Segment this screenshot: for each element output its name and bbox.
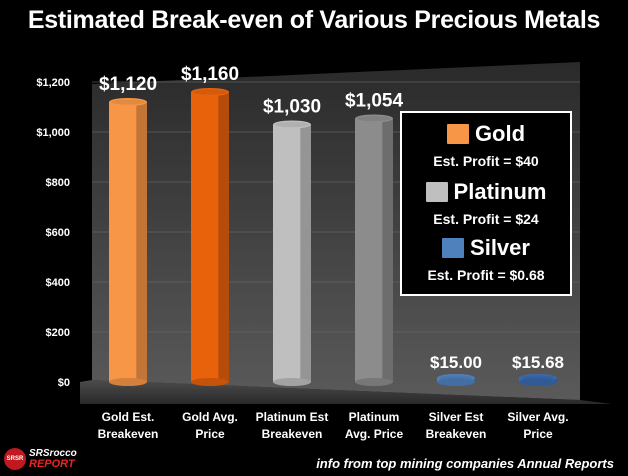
x-tick-label: Price xyxy=(195,427,225,441)
bar-base xyxy=(519,378,557,386)
y-tick-label: $600 xyxy=(46,227,70,239)
x-tick-label: Silver Avg. xyxy=(507,410,568,424)
y-tick-label: $200 xyxy=(46,327,70,339)
x-tick-label: Breakeven xyxy=(426,427,487,441)
legend-profit-gold: Est. Profit = $40 xyxy=(433,153,539,169)
data-label: $1,054 xyxy=(345,91,404,112)
data-label: $1,030 xyxy=(263,97,321,118)
legend-swatch-platinum xyxy=(425,182,448,202)
y-tick-label: $1,200 xyxy=(36,77,70,89)
bar-shade xyxy=(300,124,311,382)
source-note: info from top mining companies Annual Re… xyxy=(316,456,614,471)
bar-shade xyxy=(382,118,393,382)
y-tick-label: $800 xyxy=(46,177,70,189)
x-tick-label: Silver Est xyxy=(429,410,484,424)
logo-text-top: SRSrocco xyxy=(29,448,77,459)
legend-label-silver: Silver xyxy=(470,235,530,260)
bar-top-inner xyxy=(193,89,227,95)
legend-label-gold: Gold xyxy=(474,121,526,146)
x-tick-label: Breakeven xyxy=(98,427,159,441)
x-tick-label: Gold Avg. xyxy=(182,410,238,424)
logo-text-bottom: REPORT xyxy=(29,458,75,470)
data-label: $1,120 xyxy=(99,74,157,95)
legend-label-platinum: Platinum xyxy=(453,179,547,204)
bar-top-inner xyxy=(357,115,391,122)
logo-seal: SRSR xyxy=(4,448,26,470)
chart-title: Estimated Break-even of Various Precious… xyxy=(27,6,601,34)
bar-base xyxy=(437,378,475,386)
y-tick-label: $1,000 xyxy=(36,127,70,139)
bar-base xyxy=(109,378,147,386)
data-label: $1,160 xyxy=(181,64,239,85)
bar-top-inner xyxy=(111,99,145,105)
bar-base xyxy=(191,378,229,386)
x-tick-label: Platinum xyxy=(349,410,400,424)
bar-shade xyxy=(218,92,229,382)
bar-shade xyxy=(136,102,147,382)
legend-profit-platinum: Est. Profit = $24 xyxy=(433,211,539,227)
bar-top-inner xyxy=(275,121,309,128)
legend-swatch-silver xyxy=(442,238,465,258)
y-tick-label: $0 xyxy=(58,377,70,389)
bar-base xyxy=(355,378,393,386)
data-label: $15.68 xyxy=(512,353,564,372)
x-tick-label: Platinum Est xyxy=(256,410,329,424)
x-tick-label: Avg. Price xyxy=(345,427,404,441)
x-tick-label: Gold Est. xyxy=(102,410,155,424)
legend-item-silver: Silver xyxy=(402,235,570,261)
srsrocco-logo: SRSR SRSrocco REPORT xyxy=(4,446,77,472)
x-tick-label: Breakeven xyxy=(262,427,323,441)
legend: Gold Est. Profit = $40 Platinum Est. Pro… xyxy=(400,111,572,296)
y-tick-label: $400 xyxy=(46,277,70,289)
legend-item-gold: Gold xyxy=(402,121,570,147)
legend-swatch-gold xyxy=(446,124,469,144)
chart-floor xyxy=(80,380,612,404)
bar-base xyxy=(273,378,311,386)
legend-item-platinum: Platinum xyxy=(402,179,570,205)
data-label: $15.00 xyxy=(430,353,482,372)
legend-profit-silver: Est. Profit = $0.68 xyxy=(427,267,545,283)
x-tick-label: Price xyxy=(523,427,553,441)
